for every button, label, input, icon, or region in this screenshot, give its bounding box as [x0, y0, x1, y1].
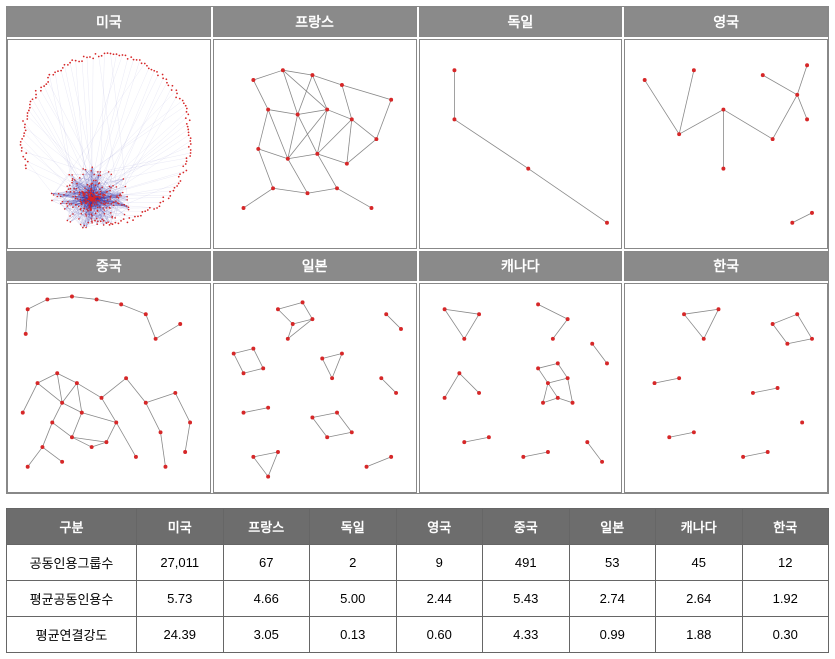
- table-cell: 27,011: [137, 545, 224, 581]
- panel-body-germany: [419, 39, 623, 249]
- table-cell: 4.33: [483, 617, 570, 653]
- col-korea: 한국: [742, 509, 829, 545]
- panel-header-korea: 한국: [624, 251, 828, 281]
- row-label: 평균연결강도: [7, 617, 137, 653]
- panel-header-china: 중국: [7, 251, 211, 281]
- table-cell: 1.92: [742, 581, 829, 617]
- panel-body-japan: [213, 283, 417, 493]
- table-cell: 0.30: [742, 617, 829, 653]
- panel-body-china: [7, 283, 211, 493]
- summary-table: 구분 미국 프랑스 독일 영국 중국 일본 캐나다 한국 공동인용그룹수27,0…: [6, 508, 829, 653]
- col-france: 프랑스: [223, 509, 310, 545]
- table-cell: 0.99: [569, 617, 656, 653]
- table-body: 공동인용그룹수27,0116729491534512평균공동인용수5.734.6…: [7, 545, 829, 653]
- table-cell: 45: [656, 545, 743, 581]
- table-cell: 4.66: [223, 581, 310, 617]
- table-cell: 2.64: [656, 581, 743, 617]
- table-cell: 9: [396, 545, 483, 581]
- table-corner: 구분: [7, 509, 137, 545]
- row-label: 공동인용그룹수: [7, 545, 137, 581]
- table-cell: 491: [483, 545, 570, 581]
- table-cell: 2.74: [569, 581, 656, 617]
- table-cell: 24.39: [137, 617, 224, 653]
- panel-body-uk: [624, 39, 828, 249]
- table-cell: 1.88: [656, 617, 743, 653]
- panel-body-canada: [419, 283, 623, 493]
- table-cell: 0.13: [310, 617, 397, 653]
- panel-body-korea: [624, 283, 828, 493]
- panel-header-germany: 독일: [419, 7, 623, 37]
- row-label: 평균공동인용수: [7, 581, 137, 617]
- table-cell: 2.44: [396, 581, 483, 617]
- panel-header-canada: 캐나다: [419, 251, 623, 281]
- table-cell: 53: [569, 545, 656, 581]
- col-japan: 일본: [569, 509, 656, 545]
- network-grid: 미국 프랑스 독일 영국 중국 일본 캐나다 한국: [6, 6, 829, 494]
- col-uk: 영국: [396, 509, 483, 545]
- table-cell: 5.43: [483, 581, 570, 617]
- panel-header-usa: 미국: [7, 7, 211, 37]
- panel-header-france: 프랑스: [213, 7, 417, 37]
- table-cell: 2: [310, 545, 397, 581]
- table-cell: 12: [742, 545, 829, 581]
- table-row: 공동인용그룹수27,0116729491534512: [7, 545, 829, 581]
- table-cell: 3.05: [223, 617, 310, 653]
- col-china: 중국: [483, 509, 570, 545]
- table-row: 평균연결강도24.393.050.130.604.330.991.880.30: [7, 617, 829, 653]
- col-germany: 독일: [310, 509, 397, 545]
- col-usa: 미국: [137, 509, 224, 545]
- table-cell: 5.73: [137, 581, 224, 617]
- table-cell: 5.00: [310, 581, 397, 617]
- panel-header-japan: 일본: [213, 251, 417, 281]
- table-row: 평균공동인용수5.734.665.002.445.432.742.641.92: [7, 581, 829, 617]
- table-cell: 67: [223, 545, 310, 581]
- panel-body-usa: [7, 39, 211, 249]
- table-header-row: 구분 미국 프랑스 독일 영국 중국 일본 캐나다 한국: [7, 509, 829, 545]
- table-cell: 0.60: [396, 617, 483, 653]
- panel-header-uk: 영국: [624, 7, 828, 37]
- panel-body-france: [213, 39, 417, 249]
- col-canada: 캐나다: [656, 509, 743, 545]
